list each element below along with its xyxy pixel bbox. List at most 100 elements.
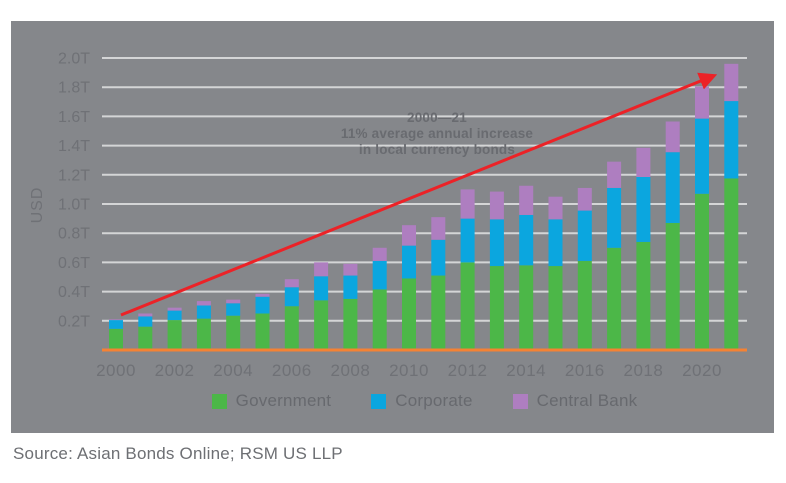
- bar-group-2001: [138, 313, 153, 350]
- x-tick-label: 2014: [506, 361, 546, 380]
- bar-segment-central-bank: [636, 147, 651, 177]
- x-tick-label: 2010: [389, 361, 429, 380]
- bar-segment-government: [138, 326, 153, 350]
- trend-annotation: 2000—21 11% average annual increase in l…: [276, 110, 598, 158]
- bar-segment-government: [460, 262, 475, 350]
- bar-segment-central-bank: [577, 187, 592, 211]
- bar-segment-corporate: [460, 218, 475, 263]
- bar-segment-central-bank: [109, 319, 123, 321]
- y-tick-label: 0.4T: [58, 284, 90, 301]
- bar-segment-central-bank: [607, 161, 622, 188]
- bar-segment-government: [665, 222, 680, 350]
- bar-segment-government: [548, 266, 563, 350]
- bar-segment-government: [607, 247, 622, 350]
- bar-group-2000: [109, 319, 123, 350]
- bar-segment-central-bank: [255, 293, 270, 297]
- x-tick-label: 2012: [448, 361, 488, 380]
- bar-segment-corporate: [577, 210, 592, 261]
- legend-item-corporate: Corporate: [371, 391, 472, 411]
- bar-segment-central-bank: [138, 313, 153, 317]
- bar-segment-corporate: [138, 316, 153, 327]
- bar-segment-corporate: [372, 260, 387, 290]
- bar-segment-corporate: [226, 303, 241, 316]
- bar-group-2017: [607, 161, 622, 350]
- bar-segment-central-bank: [226, 299, 241, 304]
- bar-segment-central-bank: [196, 301, 211, 306]
- bar-group-2013: [489, 191, 504, 350]
- legend-swatch-central-bank: [512, 393, 528, 409]
- bar-segment-corporate: [255, 296, 270, 314]
- x-tick-label: 2008: [330, 361, 370, 380]
- source-note: Source: Asian Bonds Online; RSM US LLP: [13, 444, 343, 463]
- bar-segment-central-bank: [724, 63, 739, 102]
- bar-segment-government: [577, 260, 592, 350]
- bar-segment-government: [226, 315, 241, 350]
- bar-group-2005: [255, 293, 270, 350]
- bar-segment-central-bank: [665, 121, 680, 153]
- annotation-line-2: 11% average annual increase: [340, 126, 534, 141]
- bar-segment-corporate: [489, 219, 504, 267]
- bar-segment-central-bank: [167, 307, 182, 311]
- bar-group-2010: [402, 225, 416, 350]
- bar-group-2011: [431, 217, 446, 350]
- legend: Government Corporate Central Bank: [102, 391, 747, 411]
- bar-segment-government: [402, 278, 416, 350]
- bar-group-2007: [314, 262, 329, 350]
- x-tick-label: 2018: [623, 361, 663, 380]
- bar-group-2004: [226, 299, 241, 350]
- legend-label: Corporate: [395, 391, 473, 410]
- bar-segment-government: [431, 275, 446, 350]
- bar-segment-central-bank: [489, 191, 504, 220]
- bar-segment-corporate: [343, 275, 358, 299]
- y-tick-label: 0.8T: [58, 226, 90, 243]
- bar-group-2009: [372, 247, 387, 350]
- annotation-line-3: in local currency bonds: [358, 142, 516, 157]
- bar-segment-government: [109, 328, 123, 350]
- y-tick-label: 1.6T: [58, 109, 90, 126]
- bar-segment-government: [489, 266, 504, 350]
- bar-group-2019: [665, 121, 680, 350]
- bar-segment-central-bank: [431, 217, 446, 240]
- bar-segment-corporate: [665, 152, 680, 223]
- y-tick-label: 0.6T: [58, 255, 90, 272]
- bar-segment-corporate: [109, 320, 123, 329]
- bar-segment-corporate: [167, 310, 182, 321]
- bar-segment-government: [255, 313, 270, 350]
- legend-item-government: Government: [211, 391, 332, 411]
- bar-segment-government: [343, 298, 358, 350]
- bar-segment-corporate: [196, 305, 211, 319]
- bar-segment-central-bank: [314, 262, 329, 277]
- x-tick-label: 2020: [682, 361, 722, 380]
- y-tick-label: 0.2T: [58, 313, 90, 330]
- y-tick-label: 1.2T: [58, 167, 90, 184]
- bar-group-2016: [577, 187, 592, 350]
- legend-swatch-government: [211, 393, 227, 409]
- bar-segment-central-bank: [402, 225, 416, 246]
- legend-swatch-corporate: [371, 393, 387, 409]
- bar-segment-central-bank: [460, 189, 475, 219]
- bar-group-2002: [167, 307, 182, 350]
- bar-group-2008: [343, 263, 358, 350]
- bar-segment-corporate: [431, 239, 446, 276]
- bar-segment-corporate: [402, 245, 416, 279]
- bar-group-2014: [519, 185, 534, 350]
- bar-segment-corporate: [724, 101, 739, 179]
- legend-label: Central Bank: [536, 391, 638, 410]
- bar-segment-central-bank: [695, 86, 709, 119]
- bar-segment-government: [695, 193, 709, 350]
- bar-segment-government: [724, 178, 739, 350]
- x-tick-label: 2016: [565, 361, 605, 380]
- bar-segment-government: [636, 241, 651, 350]
- bar-segment-government: [167, 320, 182, 350]
- y-tick-label: 2.0T: [58, 51, 90, 68]
- bar-segment-corporate: [695, 118, 709, 194]
- y-tick-label: 1.4T: [58, 138, 90, 155]
- bar-group-2012: [460, 189, 475, 350]
- x-tick-label: 2004: [213, 361, 253, 380]
- bar-segment-corporate: [607, 187, 622, 248]
- bar-segment-central-bank: [284, 279, 299, 288]
- bar-group-2021: [724, 63, 739, 350]
- x-tick-label: 2006: [272, 361, 312, 380]
- y-tick-label: 1.0T: [58, 197, 90, 214]
- bar-group-2020: [695, 86, 709, 350]
